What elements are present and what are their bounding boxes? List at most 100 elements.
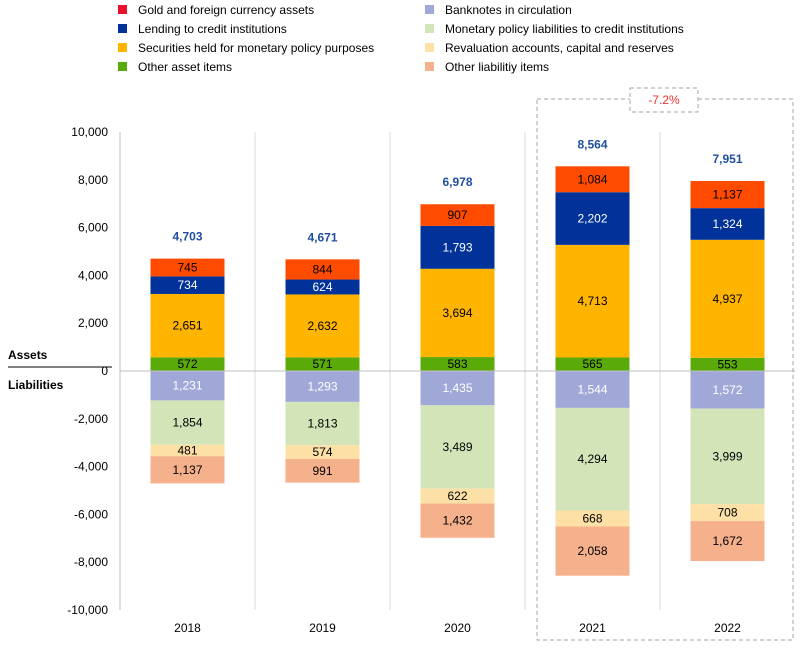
y-tick-label: 8,000 — [78, 173, 108, 187]
x-tick-label: 2022 — [714, 621, 741, 635]
liabilities-label: Liabilities — [8, 378, 64, 392]
data-label: 1,231 — [172, 379, 202, 393]
data-label: 4,713 — [577, 294, 607, 308]
data-label: 565 — [582, 357, 602, 371]
y-tick-labels: 10,000 8,000 6,000 4,000 2,000 0 -2,000 -4,000 -… — [67, 125, 108, 617]
bar-segment — [555, 244, 630, 358]
legend-entry: Securities held for monetary policy purp… — [138, 41, 374, 55]
bar-segment — [420, 357, 495, 371]
data-label: 734 — [177, 278, 197, 292]
data-label: 3,489 — [442, 440, 472, 454]
data-label: 668 — [582, 512, 602, 526]
data-label: 1,813 — [307, 417, 337, 431]
bar-segment — [150, 293, 225, 358]
total-label: 6,978 — [442, 175, 472, 189]
data-label: 1,544 — [577, 382, 607, 396]
data-label: 844 — [312, 262, 332, 276]
data-label: 3,694 — [442, 306, 472, 320]
data-label: 708 — [717, 506, 737, 520]
assets-label: Assets — [8, 348, 48, 362]
legend-swatch — [425, 62, 434, 71]
bar-segment — [690, 180, 765, 209]
bar-segment — [285, 294, 360, 358]
assets-liabilities-labels: Assets Liabilities — [8, 348, 112, 392]
data-label: 572 — [177, 357, 197, 371]
data-label: 3,999 — [712, 449, 742, 463]
bar-segment — [420, 204, 495, 226]
change-label-box — [629, 87, 699, 113]
bar-segment — [150, 276, 225, 294]
total-label: 4,671 — [307, 230, 337, 244]
bar-segment — [690, 208, 765, 240]
bar-segment — [555, 192, 630, 245]
data-label: 4,937 — [712, 292, 742, 306]
y-tick-label: -2,000 — [74, 412, 108, 426]
legend-swatch — [425, 24, 434, 33]
data-label: 2,202 — [577, 212, 607, 226]
x-tick-label: 2021 — [579, 621, 606, 635]
data-labels: 572 2,651 734 745 571 2,632 624 844 583 3,694 1,79… — [172, 172, 742, 558]
data-label: 1,432 — [442, 514, 472, 528]
total-label: 8,564 — [577, 137, 607, 151]
total-labels: 4,703 4,671 6,978 8,564 7,951 — [172, 137, 742, 244]
data-label: 1,137 — [172, 463, 202, 477]
bar-segment — [690, 239, 765, 358]
legend-entry: Monetary policy liabilities to credit in… — [445, 22, 684, 36]
total-label: 7,951 — [712, 152, 742, 166]
data-label: 2,632 — [307, 319, 337, 333]
x-tick-label: 2019 — [309, 621, 336, 635]
data-label: 624 — [312, 280, 332, 294]
y-tick-label: -6,000 — [74, 507, 108, 521]
data-label: 1,793 — [442, 240, 472, 254]
bar-segment — [285, 401, 360, 446]
data-label: 571 — [312, 357, 332, 371]
data-label: 574 — [312, 445, 332, 459]
bar-segment — [420, 405, 495, 489]
legend-entry: Other asset items — [138, 60, 232, 74]
data-label: 1,084 — [577, 172, 607, 186]
data-label: 583 — [447, 357, 467, 371]
legend-swatch — [425, 5, 434, 14]
legend-entry: Other liabilitiy items — [445, 60, 549, 74]
bar-segment — [420, 268, 495, 358]
y-tick-label: 0 — [101, 364, 108, 378]
bar-segment — [150, 371, 225, 401]
bar-segment — [555, 166, 630, 193]
bar-segment — [150, 456, 225, 484]
bar-segment — [690, 521, 765, 562]
legend-entry: Gold and foreign currency assets — [138, 3, 314, 17]
data-label: 2,651 — [172, 319, 202, 333]
bar-segment — [285, 371, 360, 402]
legend-swatch — [118, 62, 127, 71]
bar-segment — [420, 503, 495, 538]
y-tick-label: 6,000 — [78, 221, 108, 235]
y-tick-label: 4,000 — [78, 268, 108, 282]
data-label: 1,672 — [712, 534, 742, 548]
bar-segment — [285, 259, 360, 280]
data-label: 991 — [312, 464, 332, 478]
data-label: 2,058 — [577, 544, 607, 558]
data-label: 1,572 — [712, 383, 742, 397]
bar-segment — [420, 371, 495, 406]
data-label: 1,137 — [712, 188, 742, 202]
bar-segment — [690, 504, 765, 522]
data-label: 622 — [447, 489, 467, 503]
data-label: 4,294 — [577, 452, 607, 466]
bar-segment — [285, 279, 360, 295]
data-label: 1,293 — [307, 379, 337, 393]
bar-segment — [555, 357, 630, 371]
y-tick-label: -4,000 — [74, 460, 108, 474]
legend-swatch — [425, 43, 434, 52]
x-tick-label: 2020 — [444, 621, 471, 635]
data-label: 1,854 — [172, 416, 202, 430]
data-label: 1,435 — [442, 381, 472, 395]
legend: Gold and foreign currency assets Lending … — [118, 3, 684, 74]
bar-segment — [690, 408, 765, 505]
legend-swatch — [118, 43, 127, 52]
legend-entry: Revaluation accounts, capital and reserv… — [445, 41, 674, 55]
y-tick-label: -10,000 — [67, 603, 108, 617]
bar-segment — [150, 444, 225, 457]
y-tick-label: 10,000 — [71, 125, 108, 139]
data-label: 745 — [177, 261, 197, 275]
